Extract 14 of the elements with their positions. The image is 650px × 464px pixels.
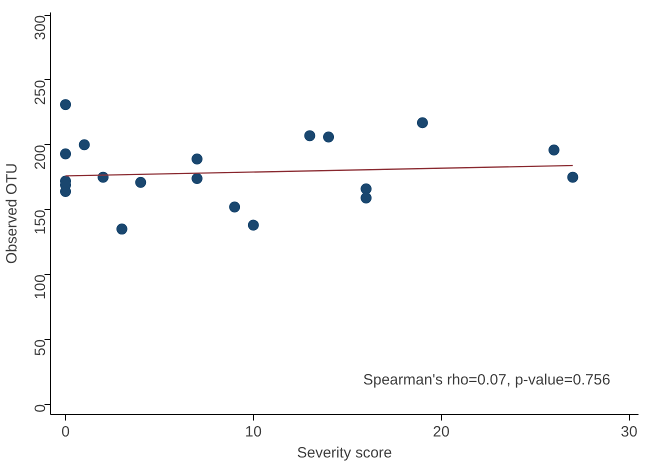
x-tick-label: 0 xyxy=(61,424,70,440)
y-tick-label: 150 xyxy=(32,210,49,235)
y-tick-label: 300 xyxy=(32,15,49,40)
x-tick-label: 10 xyxy=(245,424,262,440)
y-tick-label: 50 xyxy=(32,339,49,356)
x-tick-label: 20 xyxy=(432,424,450,440)
y-axis-title: Observed OTU xyxy=(4,163,20,264)
x-tick-label: 30 xyxy=(620,424,638,440)
annotation: Spearman's rho=0.07, p-value=0.756 xyxy=(363,372,610,389)
y-tick-label: 0 xyxy=(32,404,49,412)
x-axis-title: Severity score xyxy=(296,444,392,462)
y-tick-label: 250 xyxy=(32,80,49,105)
y-tick-label: 200 xyxy=(32,144,49,170)
y-tick-label: 100 xyxy=(32,274,49,300)
